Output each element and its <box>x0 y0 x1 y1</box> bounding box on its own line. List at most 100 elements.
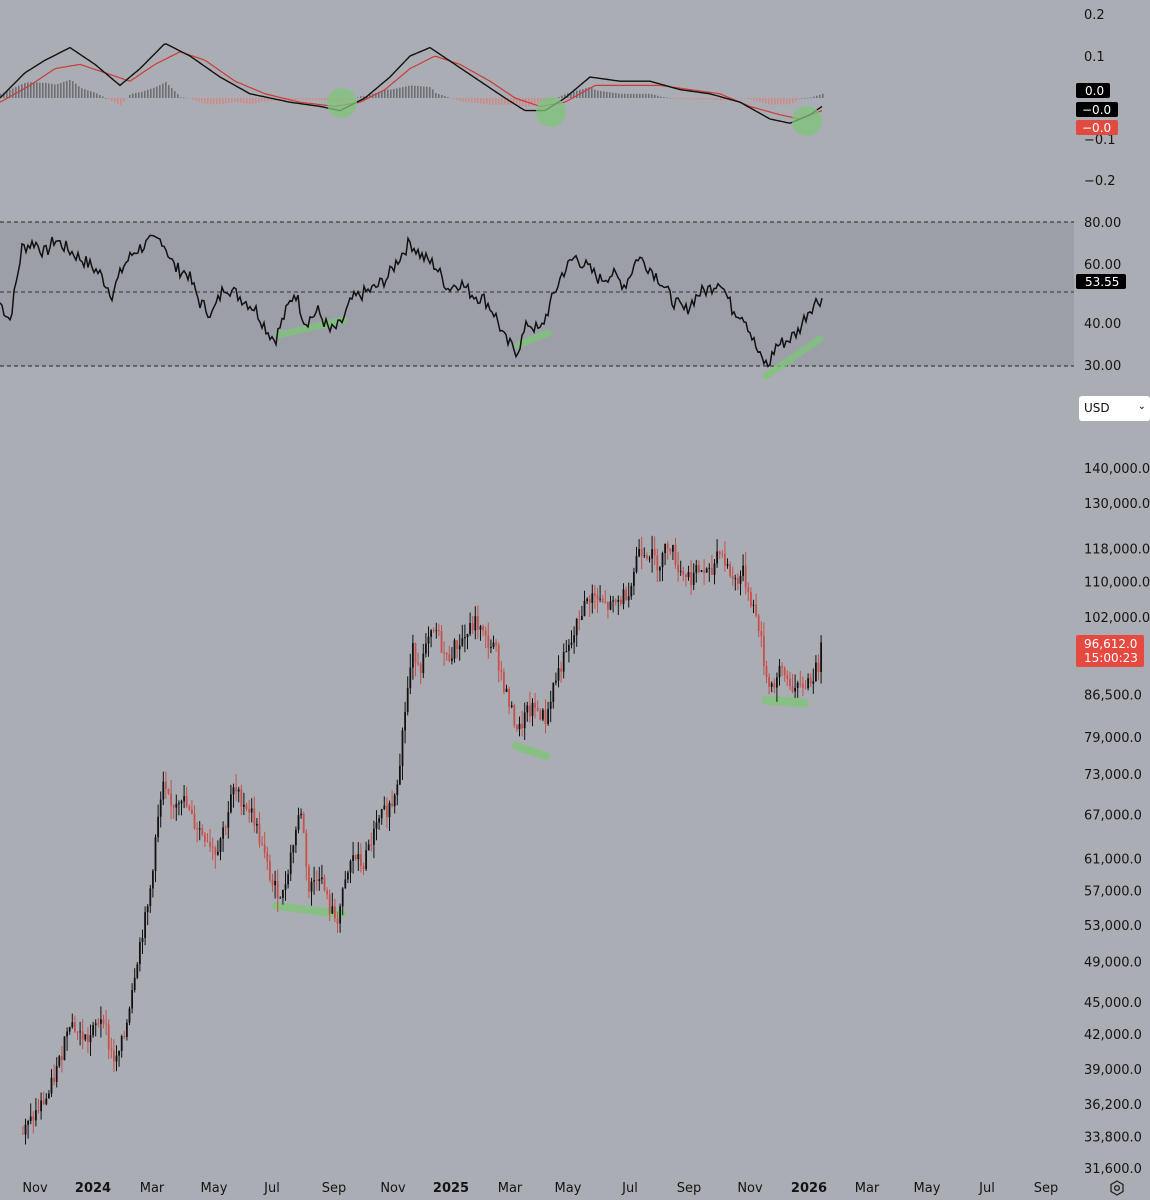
candle <box>677 551 679 582</box>
candle <box>178 800 180 816</box>
macd-hist-bar <box>462 98 464 102</box>
price-tick: 130,000.0 <box>1084 497 1150 512</box>
candle <box>84 1034 87 1042</box>
candle <box>336 911 339 933</box>
price-tick: 49,000.0 <box>1084 956 1142 971</box>
candle <box>552 682 555 709</box>
macd-hist-bar <box>414 85 416 98</box>
gear-icon[interactable] <box>1110 1180 1124 1196</box>
macd-hist-bar <box>105 98 107 99</box>
macd-cross-highlight <box>792 106 822 136</box>
macd-hist-bar <box>315 98 317 100</box>
currency-label: USD <box>1084 401 1110 415</box>
macd-hist-bar <box>651 94 653 98</box>
candle <box>500 660 503 681</box>
candle <box>594 585 596 609</box>
macd-line <box>0 43 823 124</box>
macd-price-axis[interactable]: 0.2 0.1 −0.1 −0.2 0.0 −0.0 −0.0 <box>1076 8 1118 189</box>
candle <box>404 701 406 744</box>
candle <box>484 626 487 649</box>
price-tick: 86,500.0 <box>1084 688 1142 703</box>
candle <box>35 1098 37 1127</box>
candle <box>412 634 414 680</box>
candle <box>510 701 513 709</box>
macd-hist-bar <box>15 87 17 98</box>
candle <box>612 596 614 613</box>
candle <box>521 710 523 737</box>
price-pane[interactable] <box>22 535 822 1145</box>
candle <box>591 584 594 614</box>
candle <box>609 595 612 611</box>
macd-hist-bar <box>117 98 119 105</box>
macd-hist-bar <box>618 93 620 98</box>
macd-pane[interactable] <box>0 43 824 136</box>
macd-hist-bar <box>519 98 521 106</box>
macd-hist-bar <box>69 79 71 98</box>
candle <box>778 659 781 686</box>
candle <box>68 1026 71 1035</box>
currency-selector[interactable]: USD ⌄ <box>1079 396 1150 421</box>
macd-hist-bar <box>810 97 812 99</box>
macd-hist-bar <box>540 98 542 103</box>
candle <box>802 676 804 697</box>
candle <box>162 771 165 806</box>
macd-hist-bar <box>291 98 293 101</box>
macd-hist-bar <box>621 93 623 98</box>
macd-hist-bar <box>444 95 446 98</box>
candle <box>815 655 817 682</box>
macd-hist-bar <box>183 97 185 99</box>
rsi-pane[interactable] <box>0 221 1074 380</box>
time-axis[interactable]: Nov 2024 Mar May Jul Sep Nov 2025 Mar May Jul Sep No… <box>22 1181 1058 1196</box>
time-tick: May <box>555 1181 582 1196</box>
candle <box>370 832 373 852</box>
candle <box>638 539 640 558</box>
candle <box>682 566 685 582</box>
candle <box>204 832 206 847</box>
candle <box>305 829 308 881</box>
candle <box>622 583 625 610</box>
macd-hist-bar <box>12 88 14 98</box>
candle <box>557 655 560 688</box>
macd-hist-bar <box>363 96 365 98</box>
candle <box>607 601 609 619</box>
macd-hist-bar <box>576 90 578 98</box>
macd-hist-bar <box>591 87 593 98</box>
macd-hist-bar <box>699 98 701 100</box>
candle <box>516 724 518 732</box>
candle <box>438 623 440 637</box>
price-axis[interactable]: 140,000.0 130,000.0 118,000.0 110,000.0 102,… <box>1084 462 1150 1177</box>
macd-hist-bar <box>9 89 11 98</box>
macd-hist-bar <box>675 98 677 99</box>
candle <box>256 818 258 834</box>
candle <box>141 929 144 954</box>
macd-hist-bar <box>405 86 407 98</box>
macd-hist-bar <box>6 91 8 98</box>
macd-hist-bar <box>375 92 377 98</box>
candle <box>599 585 601 603</box>
macd-hist-bar <box>393 88 395 98</box>
macd-hist-bar <box>447 96 449 98</box>
candle <box>253 796 256 833</box>
candle <box>492 635 495 649</box>
rsi-price-axis[interactable]: 80.00 60.00 40.00 30.00 53.55 <box>1076 216 1126 374</box>
macd-hist-bar <box>24 83 26 98</box>
macd-hist-bar <box>531 98 533 106</box>
candle <box>120 1034 123 1058</box>
candle <box>219 837 222 861</box>
candle <box>313 866 315 895</box>
rsi-tick: 30.00 <box>1084 359 1121 374</box>
macd-hist-bar <box>321 98 323 100</box>
macd-hist-bar <box>777 98 779 105</box>
time-tick: May <box>201 1181 228 1196</box>
macd-hist-bar <box>501 98 503 105</box>
macd-hist-bar <box>72 81 74 98</box>
macd-hist-bar <box>624 93 626 98</box>
candle <box>159 791 162 828</box>
candle <box>765 660 768 684</box>
macd-hist-bar <box>426 86 428 98</box>
macd-hist-bar <box>717 98 719 101</box>
candle <box>232 783 235 808</box>
candle <box>339 903 341 933</box>
candle <box>113 1039 115 1073</box>
